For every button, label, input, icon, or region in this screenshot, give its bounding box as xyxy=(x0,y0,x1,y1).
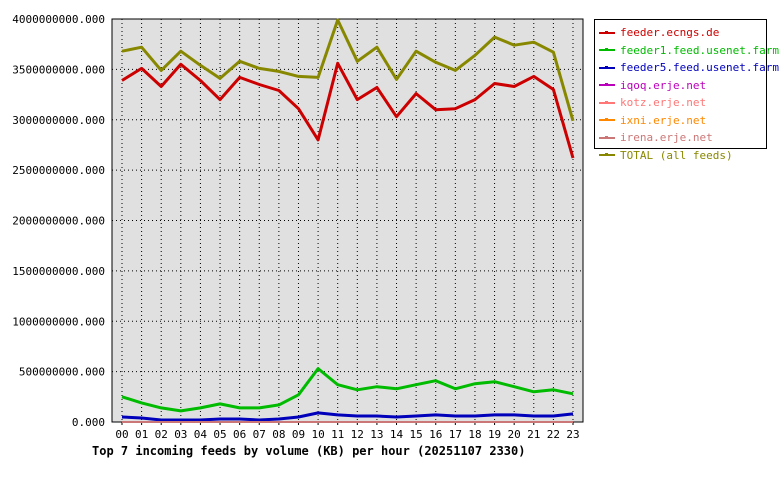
y-tick-label: 3500000000.000 xyxy=(12,63,105,76)
x-tick-label: 20 xyxy=(508,428,521,441)
x-tick-label: 02 xyxy=(155,428,168,441)
x-tick-label: 00 xyxy=(115,428,128,441)
x-tick-label: 18 xyxy=(468,428,481,441)
legend-label: iqoq.erje.net xyxy=(620,78,707,92)
legend-label: feeder.ecngs.de xyxy=(620,26,720,40)
x-tick-label: 01 xyxy=(135,428,148,441)
legend-swatch xyxy=(599,100,615,104)
x-tick-label: 06 xyxy=(233,428,246,441)
legend-item: TOTAL (all feeds) xyxy=(599,147,762,165)
x-tick-label: 11 xyxy=(331,428,344,441)
legend-label: irena.erje.net xyxy=(620,131,713,145)
series-line xyxy=(121,367,574,413)
legend-item: feeder.ecngs.de xyxy=(599,24,762,42)
legend-label: TOTAL (all feeds) xyxy=(620,148,733,162)
y-tick-label: 0.000 xyxy=(72,416,105,429)
legend-label: feeder1.feed.usenet.farm xyxy=(620,43,779,57)
legend-item: irena.erje.net xyxy=(599,129,762,147)
y-tick-label: 1500000000.000 xyxy=(12,265,105,278)
x-tick-label: 16 xyxy=(429,428,442,441)
series-line xyxy=(121,411,574,422)
x-tick-label: 05 xyxy=(213,428,226,441)
legend-swatch xyxy=(599,65,615,69)
y-tick-label: 500000000.000 xyxy=(19,366,105,379)
x-tick-label: 04 xyxy=(194,428,208,441)
x-tick-label: 08 xyxy=(272,428,285,441)
legend-item: iqoq.erje.net xyxy=(599,77,762,95)
x-tick-label: 19 xyxy=(488,428,501,441)
x-tick-label: 14 xyxy=(390,428,404,441)
y-tick-label: 2000000000.000 xyxy=(12,215,105,228)
y-tick-label: 3000000000.000 xyxy=(12,114,105,127)
legend-item: kotz.erje.net xyxy=(599,94,762,112)
x-tick-label: 12 xyxy=(351,428,364,441)
x-tick-label: 13 xyxy=(370,428,383,441)
chart-legend: feeder.ecngs.de feeder1.feed.usenet.farm f… xyxy=(594,19,779,162)
legend-label: kotz.erje.net xyxy=(620,96,707,110)
legend-swatch xyxy=(599,48,615,52)
x-tick-label: 17 xyxy=(449,428,462,441)
legend-label: ixni.erje.net xyxy=(620,113,707,127)
series-line xyxy=(121,18,575,122)
legend-item: feeder1.feed.usenet.farm xyxy=(599,42,779,60)
series-line xyxy=(121,61,575,159)
legend-swatch xyxy=(599,118,615,122)
y-tick-label: 2500000000.000 xyxy=(12,164,105,177)
legend-swatch xyxy=(599,30,615,34)
x-tick-label: 03 xyxy=(174,428,187,441)
legend-swatch xyxy=(599,135,615,139)
legend-item: feeder5.feed.usenet.farm xyxy=(599,59,779,77)
chart-title: Top 7 incoming feeds by volume (KB) per … xyxy=(92,444,526,458)
legend-label: feeder5.feed.usenet.farm xyxy=(620,61,779,75)
y-tick-label: 1000000000.000 xyxy=(12,315,105,328)
legend-swatch xyxy=(599,83,615,87)
x-tick-label: 09 xyxy=(292,428,305,441)
x-tick-label: 10 xyxy=(311,428,324,441)
x-tick-label: 21 xyxy=(527,428,540,441)
x-tick-label: 15 xyxy=(410,428,423,441)
x-tick-label: 23 xyxy=(566,428,579,441)
legend-item: ixni.erje.net xyxy=(599,112,762,130)
legend-swatch xyxy=(599,153,615,157)
x-tick-label: 22 xyxy=(547,428,560,441)
x-tick-label: 07 xyxy=(253,428,266,441)
y-tick-label: 4000000000.000 xyxy=(12,13,105,26)
